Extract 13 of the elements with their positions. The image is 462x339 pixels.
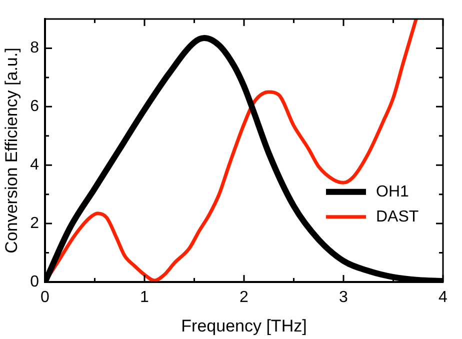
x-axis-title: Frequency [THz] [181,316,307,336]
legend-label: OH1 [376,183,409,200]
x-tick-label: 4 [438,289,448,306]
y-axis-title: Conversion Efficiency [a.u.] [2,48,21,254]
y-tick-label: 0 [30,273,40,290]
x-tick-label: 3 [339,289,348,306]
x-tick-label: 1 [140,289,150,306]
y-tick-label: 4 [30,156,40,174]
y-tick-label: 2 [30,214,40,232]
y-tick-label: 8 [30,40,40,57]
y-tick-label: 6 [30,98,40,116]
legend-label: DAST [376,208,419,226]
x-tick-label: 2 [240,289,249,306]
